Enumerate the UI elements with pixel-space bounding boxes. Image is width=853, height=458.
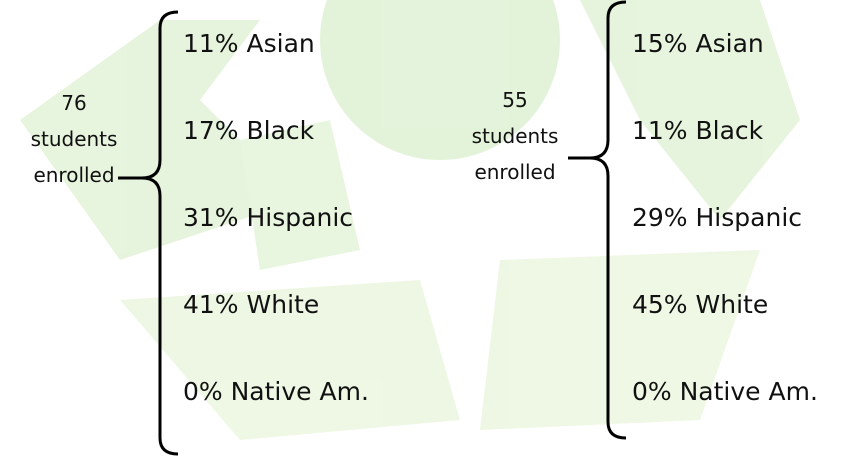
- caption-line: enrolled: [33, 163, 114, 187]
- breakdown-item: 31% Hispanic: [183, 203, 353, 232]
- student-count: 76: [61, 91, 86, 115]
- student-count: 55: [502, 88, 527, 112]
- slide: 76 students enrolled 11% Asian 17% Black 31% …: [0, 0, 853, 458]
- breakdown-item: 17% Black: [183, 116, 315, 145]
- breakdown-item: 15% Asian: [632, 29, 764, 58]
- breakdown-item: 41% White: [183, 290, 319, 319]
- caption-line: students: [31, 127, 118, 151]
- breakdown-item: 29% Hispanic: [632, 203, 802, 232]
- breakdown-item: 11% Asian: [183, 29, 315, 58]
- breakdown-item: 11% Black: [632, 116, 764, 145]
- breakdown-item: 45% White: [632, 290, 768, 319]
- breakdown-item: 0% Native Am.: [632, 377, 818, 406]
- caption-line: enrolled: [474, 160, 555, 184]
- caption-line: students: [472, 124, 559, 148]
- breakdown-item: 0% Native Am.: [183, 377, 369, 406]
